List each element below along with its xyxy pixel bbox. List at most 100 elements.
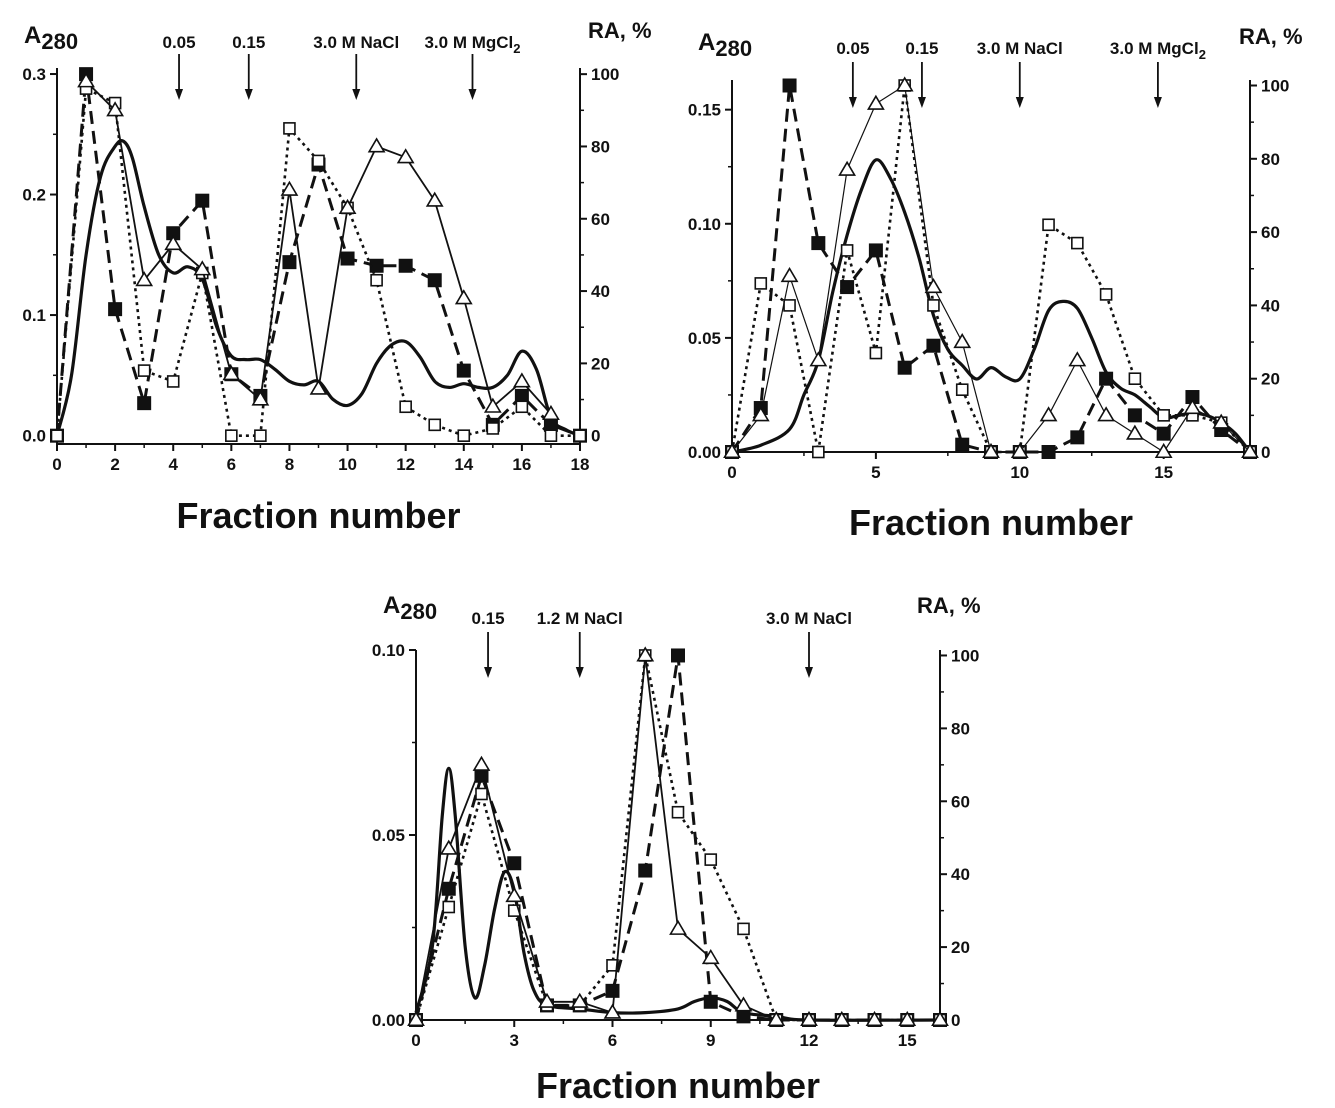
data-point — [442, 900, 456, 914]
data-point — [280, 180, 299, 196]
annotation-label: 0.05 — [162, 33, 195, 52]
data-point — [573, 429, 587, 442]
data-point — [50, 429, 64, 442]
data-point — [1128, 372, 1142, 385]
series-line — [730, 84, 1251, 454]
data-point — [811, 236, 826, 251]
y2-tick-label: 0 — [951, 1011, 960, 1030]
data-point — [982, 442, 1000, 459]
data-point — [800, 1010, 818, 1027]
data-point — [193, 260, 212, 276]
data-point — [137, 396, 152, 411]
annotation-label-sub: 2 — [1199, 47, 1206, 62]
annotation-label-main: 0.05 — [162, 33, 195, 52]
data-point — [897, 360, 912, 375]
data-point — [754, 277, 768, 290]
x-tick-label: 15 — [898, 1031, 917, 1050]
y-tick-label: 0.2 — [22, 186, 46, 205]
data-point — [734, 996, 753, 1012]
y-axis-label-sub: 280 — [41, 29, 78, 54]
y2-tick-label: 100 — [1261, 76, 1289, 95]
x-tick-label: 8 — [285, 455, 294, 474]
y2-tick-label: 80 — [591, 137, 610, 156]
annotation-arrow-head — [1015, 97, 1024, 108]
x-tick-label: 3 — [510, 1031, 519, 1050]
data-point — [195, 193, 210, 208]
data-point — [544, 429, 558, 442]
data-point — [505, 886, 524, 903]
y2-tick-label: 60 — [591, 210, 610, 229]
data-point — [1099, 288, 1113, 301]
y2-tick-label: 40 — [1261, 296, 1280, 315]
y-axis-label-sub: 280 — [400, 599, 437, 624]
data-point — [671, 648, 685, 663]
data-point — [1125, 424, 1144, 440]
data-point — [1157, 409, 1170, 422]
data-point — [701, 948, 720, 965]
data-point — [439, 839, 458, 855]
data-point — [515, 400, 529, 414]
data-point — [869, 346, 883, 360]
data-point — [1156, 426, 1171, 441]
data-point — [367, 137, 386, 153]
data-point — [924, 277, 943, 294]
data-point — [605, 983, 620, 998]
data-point — [832, 1010, 851, 1027]
data-point — [441, 881, 456, 896]
y-tick-label: 0.0 — [22, 427, 46, 446]
y-tick-label: 0.3 — [22, 65, 46, 84]
series-line — [730, 84, 1251, 454]
data-point — [812, 445, 825, 459]
x-tick-label: 0 — [727, 463, 736, 482]
data-point — [222, 365, 241, 381]
data-point — [636, 646, 655, 662]
annotation-arrow-head — [244, 89, 253, 100]
x-tick-label: 14 — [454, 455, 473, 474]
data-point — [254, 429, 267, 442]
data-point — [427, 273, 442, 288]
data-point — [507, 856, 522, 871]
annotation-label-main: 0.15 — [232, 33, 265, 52]
x-tick-label: 5 — [871, 463, 880, 482]
data-point — [669, 919, 687, 935]
y2-tick-label: 20 — [951, 938, 970, 957]
y-tick-label: 0.05 — [372, 826, 405, 845]
x-tick-label: 18 — [571, 455, 590, 474]
y-axis-label-main: A — [24, 22, 41, 49]
data-point — [407, 1010, 425, 1027]
y-tick-label: 0.10 — [688, 215, 721, 234]
data-point — [1070, 430, 1085, 445]
data-point — [137, 364, 151, 377]
chart-panel-2: 0 5 10 15 0.00 0.05 0.10 0.15 0 20 40 60 80 100 A280 RA… — [688, 24, 1303, 543]
data-point — [398, 258, 413, 273]
data-point — [486, 422, 500, 435]
data-point — [840, 280, 855, 295]
data-point — [704, 853, 718, 866]
y-tick-label: 0.05 — [688, 329, 721, 348]
y-axis-label: A280 — [24, 22, 78, 54]
data-point — [736, 1009, 751, 1024]
y-axis-label-main: A — [698, 29, 715, 56]
data-point — [1154, 442, 1173, 459]
annotation-label-main: 0.15 — [905, 39, 938, 58]
annotation-label-main: 1.2 M NaCl — [537, 609, 623, 628]
data-point — [457, 429, 471, 442]
annotation-label: 0.15 — [905, 39, 938, 58]
annotation-label: 0.15 — [472, 609, 505, 628]
annotation-label-main: 3.0 M NaCl — [766, 609, 852, 628]
annotation-label-main: 3.0 M NaCl — [313, 33, 399, 52]
data-point — [1099, 371, 1114, 386]
data-point — [570, 992, 589, 1008]
data-point — [454, 289, 473, 305]
x-tick-label: 6 — [227, 455, 236, 474]
annotation-label-main: 0.15 — [472, 609, 505, 628]
data-point — [1010, 442, 1029, 459]
y2-tick-label: 0 — [591, 427, 600, 446]
annotation-arrow-head — [575, 667, 584, 678]
annotation-label: 3.0 M MgCl2 — [424, 33, 520, 56]
data-point — [538, 992, 556, 1008]
x-tick-label: 16 — [512, 455, 531, 474]
data-point — [77, 72, 95, 88]
data-point — [638, 863, 653, 878]
series-1 — [55, 138, 581, 438]
